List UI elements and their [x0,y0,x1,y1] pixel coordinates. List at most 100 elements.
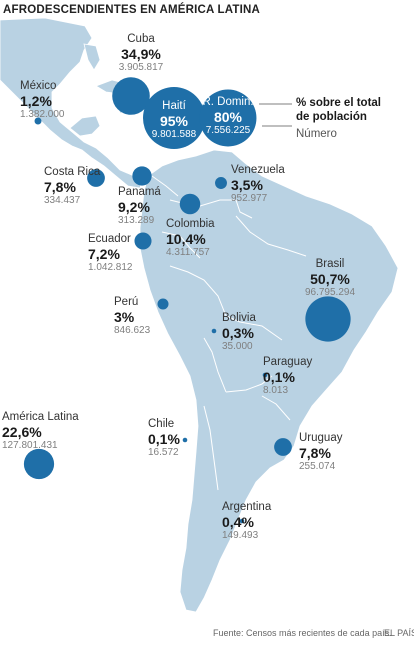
country-name: Haití [162,100,186,112]
border-line [225,315,283,341]
label-chile: Chile 0,1% 16.572 [148,418,180,459]
label-per: Perú 3% 846.623 [114,296,150,337]
country-number: 7.556.225 [205,125,251,137]
border-line [169,265,227,317]
label-m-xico: México 1,2% 1.382.000 [20,80,65,121]
country-percent: 80% [213,109,243,126]
country-name: R. Domin. [202,96,254,108]
label-venezuela: Venezuela 3,5% 952.977 [231,164,285,205]
label-costa-rica: Costa Rica 7,8% 334.437 [44,166,100,207]
country-number: 9.801.588 [151,129,197,141]
country-percent: 0,4% [222,514,254,531]
country-number: 846.623 [114,325,151,337]
country-name: América Latina [2,411,79,423]
bubble-am-rica-latina [23,448,55,480]
border-line [235,215,307,257]
country-name: Chile [148,418,175,430]
country-number: 96.795.294 [304,287,356,299]
border-line [261,395,291,421]
country-percent: 7,2% [88,246,120,263]
bubble-r-domin [199,89,257,147]
country-name: Colombia [166,218,215,230]
bubble-panam [132,166,152,186]
bubble-bolivia [211,328,217,334]
legend-number-label: Número [296,127,337,140]
country-name: Uruguay [299,432,343,444]
label-ecuador: Ecuador 7,2% 1.042.812 [88,233,133,274]
country-number: 334.437 [44,195,81,207]
footer-credit: EL PAÍS [384,628,414,638]
bubble-paraguay [262,372,268,378]
country-name: Venezuela [231,164,285,176]
country-name: Bolivia [222,312,256,324]
south-america-land [139,149,399,613]
florida-land [83,43,101,71]
country-number: 16.572 [148,447,179,459]
bubble-ecuador [134,232,152,250]
country-percent: 0,1% [263,369,295,386]
footer-source: Fuente: Censos más recientes de cada paí… [213,628,392,638]
bubble-uruguay [274,438,292,456]
country-name: Ecuador [88,233,131,245]
country-name: Panamá [118,186,161,198]
label-argentina: Argentina 0,4% 149.493 [222,501,271,542]
bubble-colombia [179,193,201,215]
country-percent: 7,8% [299,445,331,462]
label-paraguay: Paraguay 0,1% 8.013 [263,356,312,397]
country-number: 3.905.817 [118,62,164,74]
border-line [151,175,179,197]
country-number: 255.074 [299,461,336,473]
country-name: Cuba [127,33,155,45]
bubble-hait [143,87,205,149]
map-title: AFRODESCENDIENTES EN AMÉRICA LATINA [3,4,261,16]
country-percent: 34,9% [121,46,161,63]
bubble-m-xico [34,117,42,125]
country-percent: 7,8% [44,179,76,196]
country-borders [129,169,307,491]
country-percent: 95% [159,113,189,130]
country-percent: 3,5% [231,177,263,194]
country-number: 952.977 [231,193,268,205]
border-line [225,375,273,393]
bubble-costa-rica [87,169,105,187]
legend: % sobre el total de población Número [296,97,381,141]
bubbles [23,77,351,524]
country-percent: 22,6% [2,424,42,441]
country-percent: 1,2% [20,93,52,110]
bubble-brasil [305,296,351,342]
legend-percent-label: % sobre el total de población [296,97,381,123]
country-percent: 0,1% [148,431,180,448]
country-percent: 0,3% [222,325,254,342]
label-hait: Haití 95% 9.801.588 [114,100,234,141]
bubble-chile [182,437,188,443]
country-name: Argentina [222,501,272,513]
label-bolivia: Bolivia 0,3% 35.000 [222,312,256,353]
country-number: 35.000 [222,341,253,353]
label-colombia: Colombia 10,4% 4.311.757 [166,218,215,259]
border-line [203,405,219,491]
label-am-rica-latina: América Latina 22,6% 127.801.431 [2,411,79,452]
label-uruguay: Uruguay 7,8% 255.074 [299,432,342,473]
label-r-domin: R. Domin. 80% 7.556.225 [168,96,288,137]
bubble-cuba [112,77,150,115]
bubble-venezuela [215,177,227,189]
country-number: 1.042.812 [88,262,133,274]
country-name: Brasil [315,258,345,270]
country-number: 313.289 [118,215,155,227]
country-name: Costa Rica [44,166,101,178]
yucatan-land [69,115,101,137]
country-percent: 9,2% [118,199,150,216]
border-line [161,231,201,259]
country-number: 149.493 [222,530,259,542]
country-name: Perú [114,296,139,308]
bubble-per [157,298,169,310]
border-line [203,337,227,393]
country-number: 127.801.431 [2,440,58,452]
country-percent: 50,7% [310,271,350,288]
label-panam: Panamá 9,2% 313.289 [118,186,161,227]
country-percent: 10,4% [166,231,206,248]
label-brasil: Brasil 50,7% 96.795.294 [270,258,390,299]
country-percent: 3% [114,309,135,326]
